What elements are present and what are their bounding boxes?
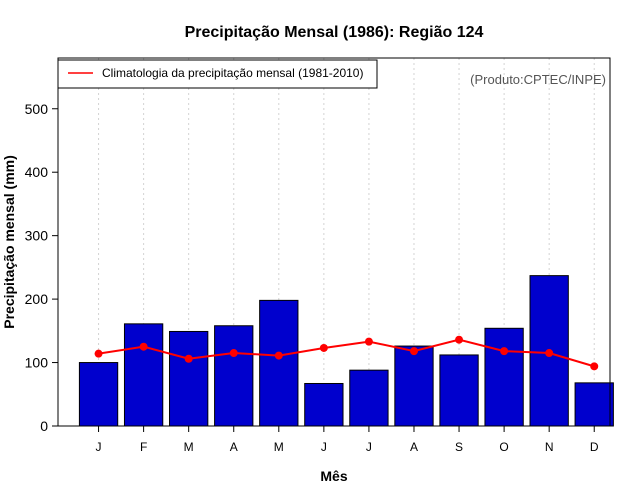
bar bbox=[123, 323, 164, 427]
x-axis-label: Mês bbox=[320, 468, 347, 484]
chart-title: Precipitação Mensal (1986): Região 124 bbox=[185, 24, 484, 41]
x-tick-label: A bbox=[410, 440, 418, 454]
y-tick-label: 200 bbox=[25, 291, 49, 307]
y-tick-label: 300 bbox=[25, 228, 49, 244]
bar bbox=[214, 325, 254, 427]
bar bbox=[574, 382, 614, 427]
climatology-point bbox=[500, 347, 509, 356]
bar bbox=[484, 327, 524, 427]
y-tick-label: 500 bbox=[25, 101, 49, 117]
climatology-point bbox=[184, 354, 193, 363]
bar bbox=[394, 345, 434, 427]
plot-frame bbox=[57, 57, 611, 427]
bar bbox=[304, 382, 344, 427]
x-tick-label: M bbox=[274, 440, 284, 454]
climatology-point bbox=[139, 342, 148, 351]
x-tick-label: D bbox=[590, 440, 599, 454]
bar bbox=[78, 362, 119, 427]
climatology-point bbox=[364, 337, 373, 346]
bar bbox=[169, 330, 209, 427]
climatology-point bbox=[455, 335, 464, 344]
climatology-point bbox=[409, 347, 418, 356]
x-tick-label: A bbox=[230, 440, 238, 454]
bars-series bbox=[78, 275, 614, 427]
x-tick-label: F bbox=[140, 440, 147, 454]
legend-entry: Climatologia da precipitação mensal (198… bbox=[102, 66, 363, 80]
y-tick-label: 0 bbox=[40, 418, 48, 434]
climatology-point bbox=[545, 349, 554, 358]
x-tick-label: O bbox=[499, 440, 508, 454]
source-annotation: (Produto:CPTEC/INPE) bbox=[470, 72, 606, 87]
climatology-line bbox=[98, 338, 595, 368]
y-tick-label: 400 bbox=[25, 164, 49, 180]
climatology-point bbox=[274, 351, 283, 360]
x-tick-label: S bbox=[455, 440, 463, 454]
bar bbox=[439, 354, 479, 427]
y-axis: 0 100 200 300 400 500 bbox=[25, 101, 58, 434]
climatology-point bbox=[319, 343, 328, 352]
x-tick-label: J bbox=[366, 440, 372, 454]
bar bbox=[259, 299, 299, 427]
climatology-point bbox=[94, 349, 103, 358]
climatology-series bbox=[94, 335, 599, 371]
bar bbox=[349, 369, 389, 427]
x-tick-label: N bbox=[545, 440, 554, 454]
y-tick-label: 100 bbox=[25, 355, 49, 371]
x-tick-label: M bbox=[184, 440, 194, 454]
climatology-point bbox=[229, 349, 238, 358]
y-axis-label: Precipitação mensal (mm) bbox=[1, 155, 17, 329]
legend-box bbox=[57, 59, 378, 89]
climatology-point bbox=[590, 362, 599, 371]
x-tick-label: J bbox=[96, 440, 102, 454]
legend: Climatologia da precipitação mensal (198… bbox=[57, 59, 378, 89]
x-tick-label: J bbox=[321, 440, 327, 454]
